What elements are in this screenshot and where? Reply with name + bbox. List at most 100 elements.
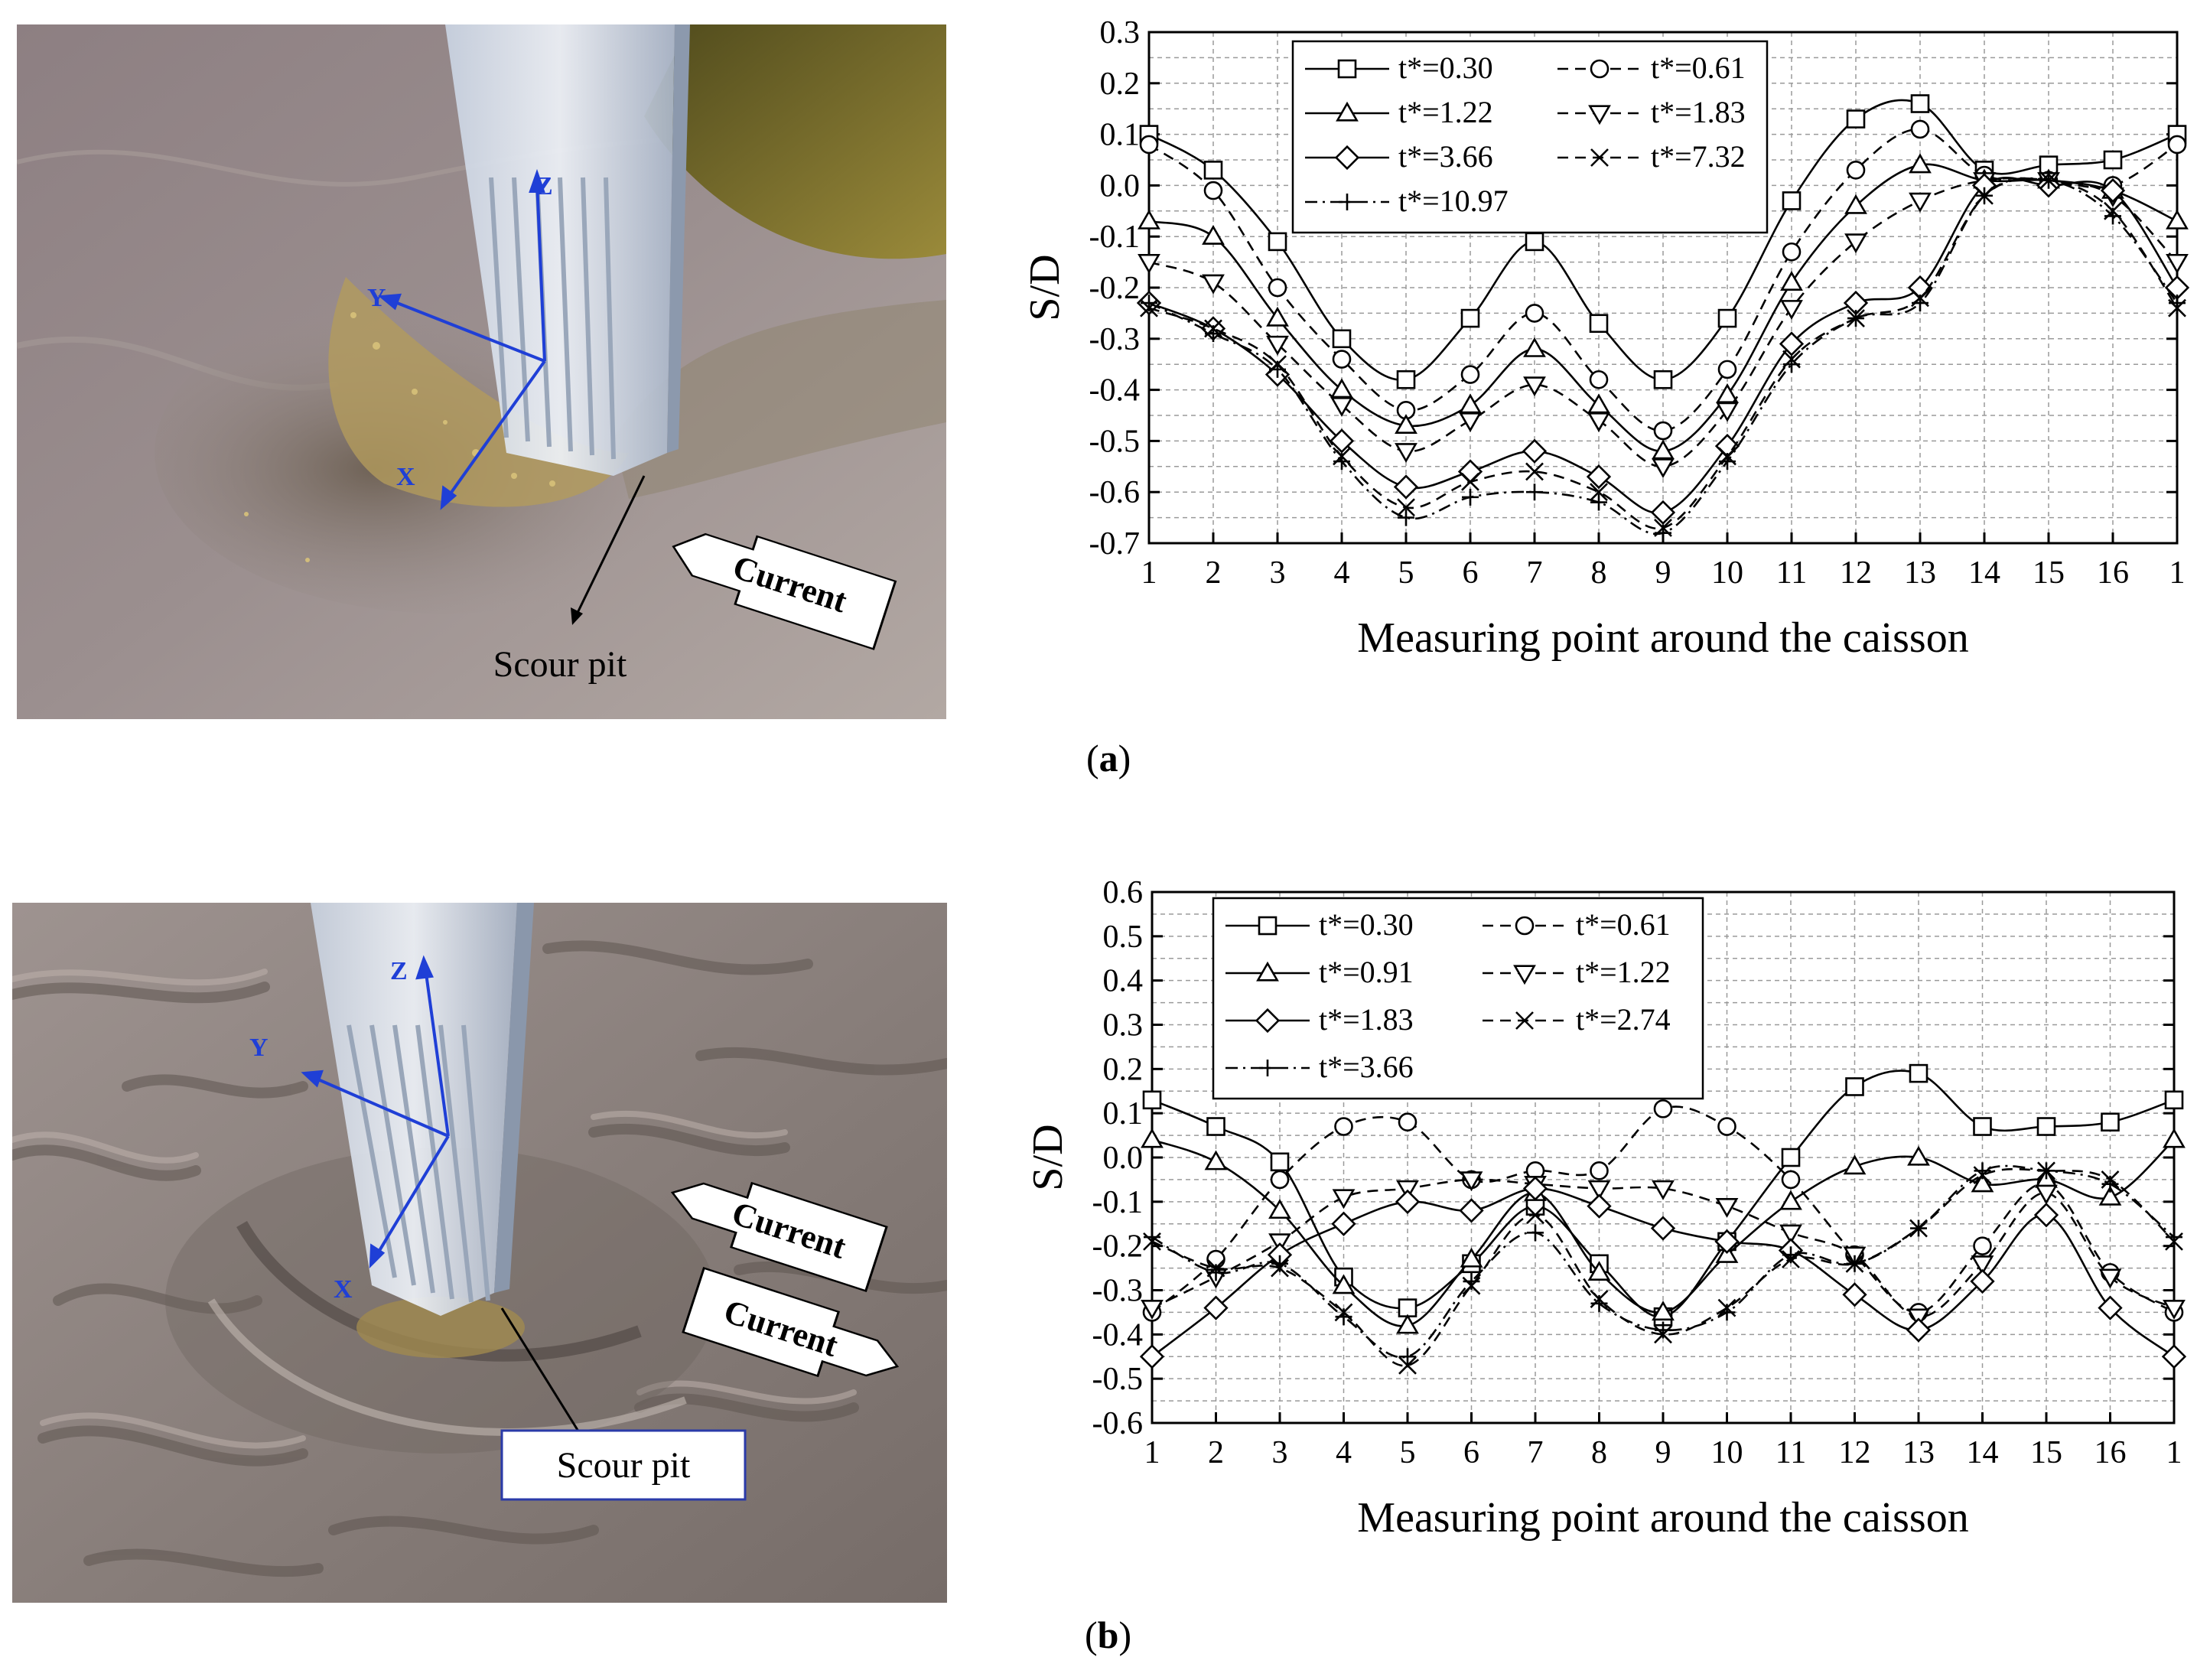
- legend-marker: [1255, 1008, 1281, 1034]
- data-point: [1203, 181, 1223, 200]
- data-point: [1395, 443, 1417, 464]
- data-point: [1779, 331, 1805, 357]
- data-point: [1971, 1255, 1994, 1276]
- y-axis-label: S/D: [1024, 1124, 1072, 1190]
- legend-item: t*=1.22: [1483, 955, 1671, 989]
- data-point: [2161, 1344, 2187, 1369]
- data-point: [1906, 1317, 1932, 1343]
- legend-label: t*=1.22: [1576, 955, 1671, 989]
- x-tick-label: 2: [1208, 1435, 1224, 1470]
- y-tick-label: -0.4: [1089, 373, 1141, 409]
- data-point: [1459, 412, 1482, 432]
- y-tick-label: 0.1: [1100, 118, 1141, 153]
- legend-marker: [1258, 916, 1278, 936]
- data-point: [1717, 1117, 1736, 1136]
- legend-label: t*=0.30: [1398, 50, 1493, 85]
- data-point: [1523, 337, 1546, 357]
- series-t*=10.97: [1141, 171, 2186, 542]
- data-point: [1397, 498, 1415, 517]
- data-point: [1782, 191, 1802, 210]
- data-point: [1332, 1189, 1356, 1210]
- data-point: [1269, 360, 1286, 378]
- data-point: [1525, 232, 1544, 252]
- scour-photo-a: Z Y X Current Scour pit: [17, 24, 946, 719]
- legend-label: t*=0.61: [1576, 907, 1671, 942]
- data-point: [1587, 393, 1610, 414]
- y-tick-label: -0.3: [1089, 322, 1141, 357]
- y-tick-label: -0.2: [1092, 1229, 1144, 1265]
- data-point: [1463, 1272, 1480, 1290]
- legend: t*=0.30 t*=0.61 t*=0.91 t*=1.22 t*=1.83 t*=2.…: [1212, 897, 1704, 1100]
- z-axis-label-b: Z: [390, 957, 408, 985]
- data-point: [1976, 187, 1993, 204]
- caption-b: (b): [1085, 1613, 1132, 1656]
- data-point: [1780, 271, 1803, 291]
- data-point: [1970, 1268, 1995, 1294]
- data-point: [1909, 1063, 1928, 1083]
- legend-label: t*=1.22: [1398, 95, 1493, 129]
- data-point: [1586, 464, 1612, 490]
- legend-item: t*=7.32: [1557, 139, 1746, 174]
- data-point: [1460, 1171, 1483, 1192]
- data-point: [1138, 253, 1160, 274]
- x-tick-label: 5: [1398, 555, 1414, 591]
- data-point: [1526, 1206, 1544, 1225]
- x-tick-label: 16: [2094, 1435, 2127, 1470]
- data-point: [1268, 232, 1287, 252]
- legend-marker: [1515, 1011, 1534, 1030]
- data-point: [1907, 1145, 1930, 1166]
- x-tick-label: 8: [1591, 1435, 1607, 1470]
- data-point: [1587, 412, 1610, 432]
- data-point: [1141, 1128, 1164, 1148]
- legend-marker: [1339, 194, 1356, 210]
- data-point: [1716, 383, 1739, 403]
- data-point: [2166, 253, 2189, 274]
- data-point: [1203, 161, 1223, 180]
- data-point: [1525, 304, 1544, 323]
- y-tick-label: 0.6: [1103, 875, 1144, 910]
- x-tick-label: 16: [2097, 555, 2129, 591]
- legend-label: t*=10.97: [1398, 184, 1509, 218]
- legend-label: t*=3.66: [1398, 139, 1493, 174]
- data-point: [2040, 171, 2057, 189]
- x-tick-label: 6: [1463, 555, 1479, 591]
- x-tick-label: 15: [2033, 555, 2065, 591]
- data-point: [1715, 1197, 1739, 1218]
- data-point: [1652, 1301, 1675, 1321]
- data-point: [1910, 94, 1930, 113]
- data-point: [1912, 295, 1928, 312]
- legend-marker: [1334, 145, 1360, 171]
- data-point: [1206, 1117, 1225, 1136]
- legend-marker: [1513, 965, 1536, 985]
- data-point: [1590, 483, 1608, 502]
- data-point: [1971, 1172, 1994, 1193]
- x-tick-label: 9: [1655, 555, 1671, 591]
- data-point: [1527, 1224, 1544, 1242]
- legend-marker: [1337, 59, 1357, 79]
- x-tick-label: 2: [1206, 555, 1222, 591]
- data-point: [1846, 109, 1866, 129]
- data-point: [1332, 329, 1352, 349]
- data-point: [2035, 1184, 2058, 1205]
- x-tick-label: 11: [1776, 1435, 1806, 1470]
- data-point: [2166, 1229, 2182, 1246]
- series-t*=1.83: [1138, 172, 2189, 479]
- data-point: [1207, 1264, 1225, 1281]
- legend-item: t*=0.30: [1305, 50, 1493, 85]
- data-point: [1523, 376, 1546, 397]
- data-point: [1139, 1344, 1165, 1369]
- chart-b: 0.6 0.5 0.4 0.3 0.2 0.1 0.0 -0.1 -0.2 -0.3 -0.4 -0.…: [979, 864, 2197, 1622]
- data-point: [1460, 365, 1480, 384]
- data-point: [2038, 1162, 2055, 1180]
- legend-label: t*=7.32: [1651, 139, 1746, 174]
- x-tick-label: 6: [1463, 1435, 1479, 1470]
- legend-item: t*=0.91: [1225, 955, 1414, 989]
- legend-label: t*=0.91: [1319, 955, 1414, 989]
- data-point: [1335, 1308, 1352, 1326]
- data-point: [1910, 1219, 1927, 1237]
- data-point: [1398, 1298, 1417, 1317]
- data-point: [2163, 1128, 2186, 1148]
- chart-a: 0.3 0.2 0.1 0.0 -0.1 -0.2 -0.3 -0.4 -0.5 -0.6 -0.7…: [979, 0, 2197, 719]
- data-point: [1396, 370, 1416, 389]
- data-point: [1655, 524, 1671, 542]
